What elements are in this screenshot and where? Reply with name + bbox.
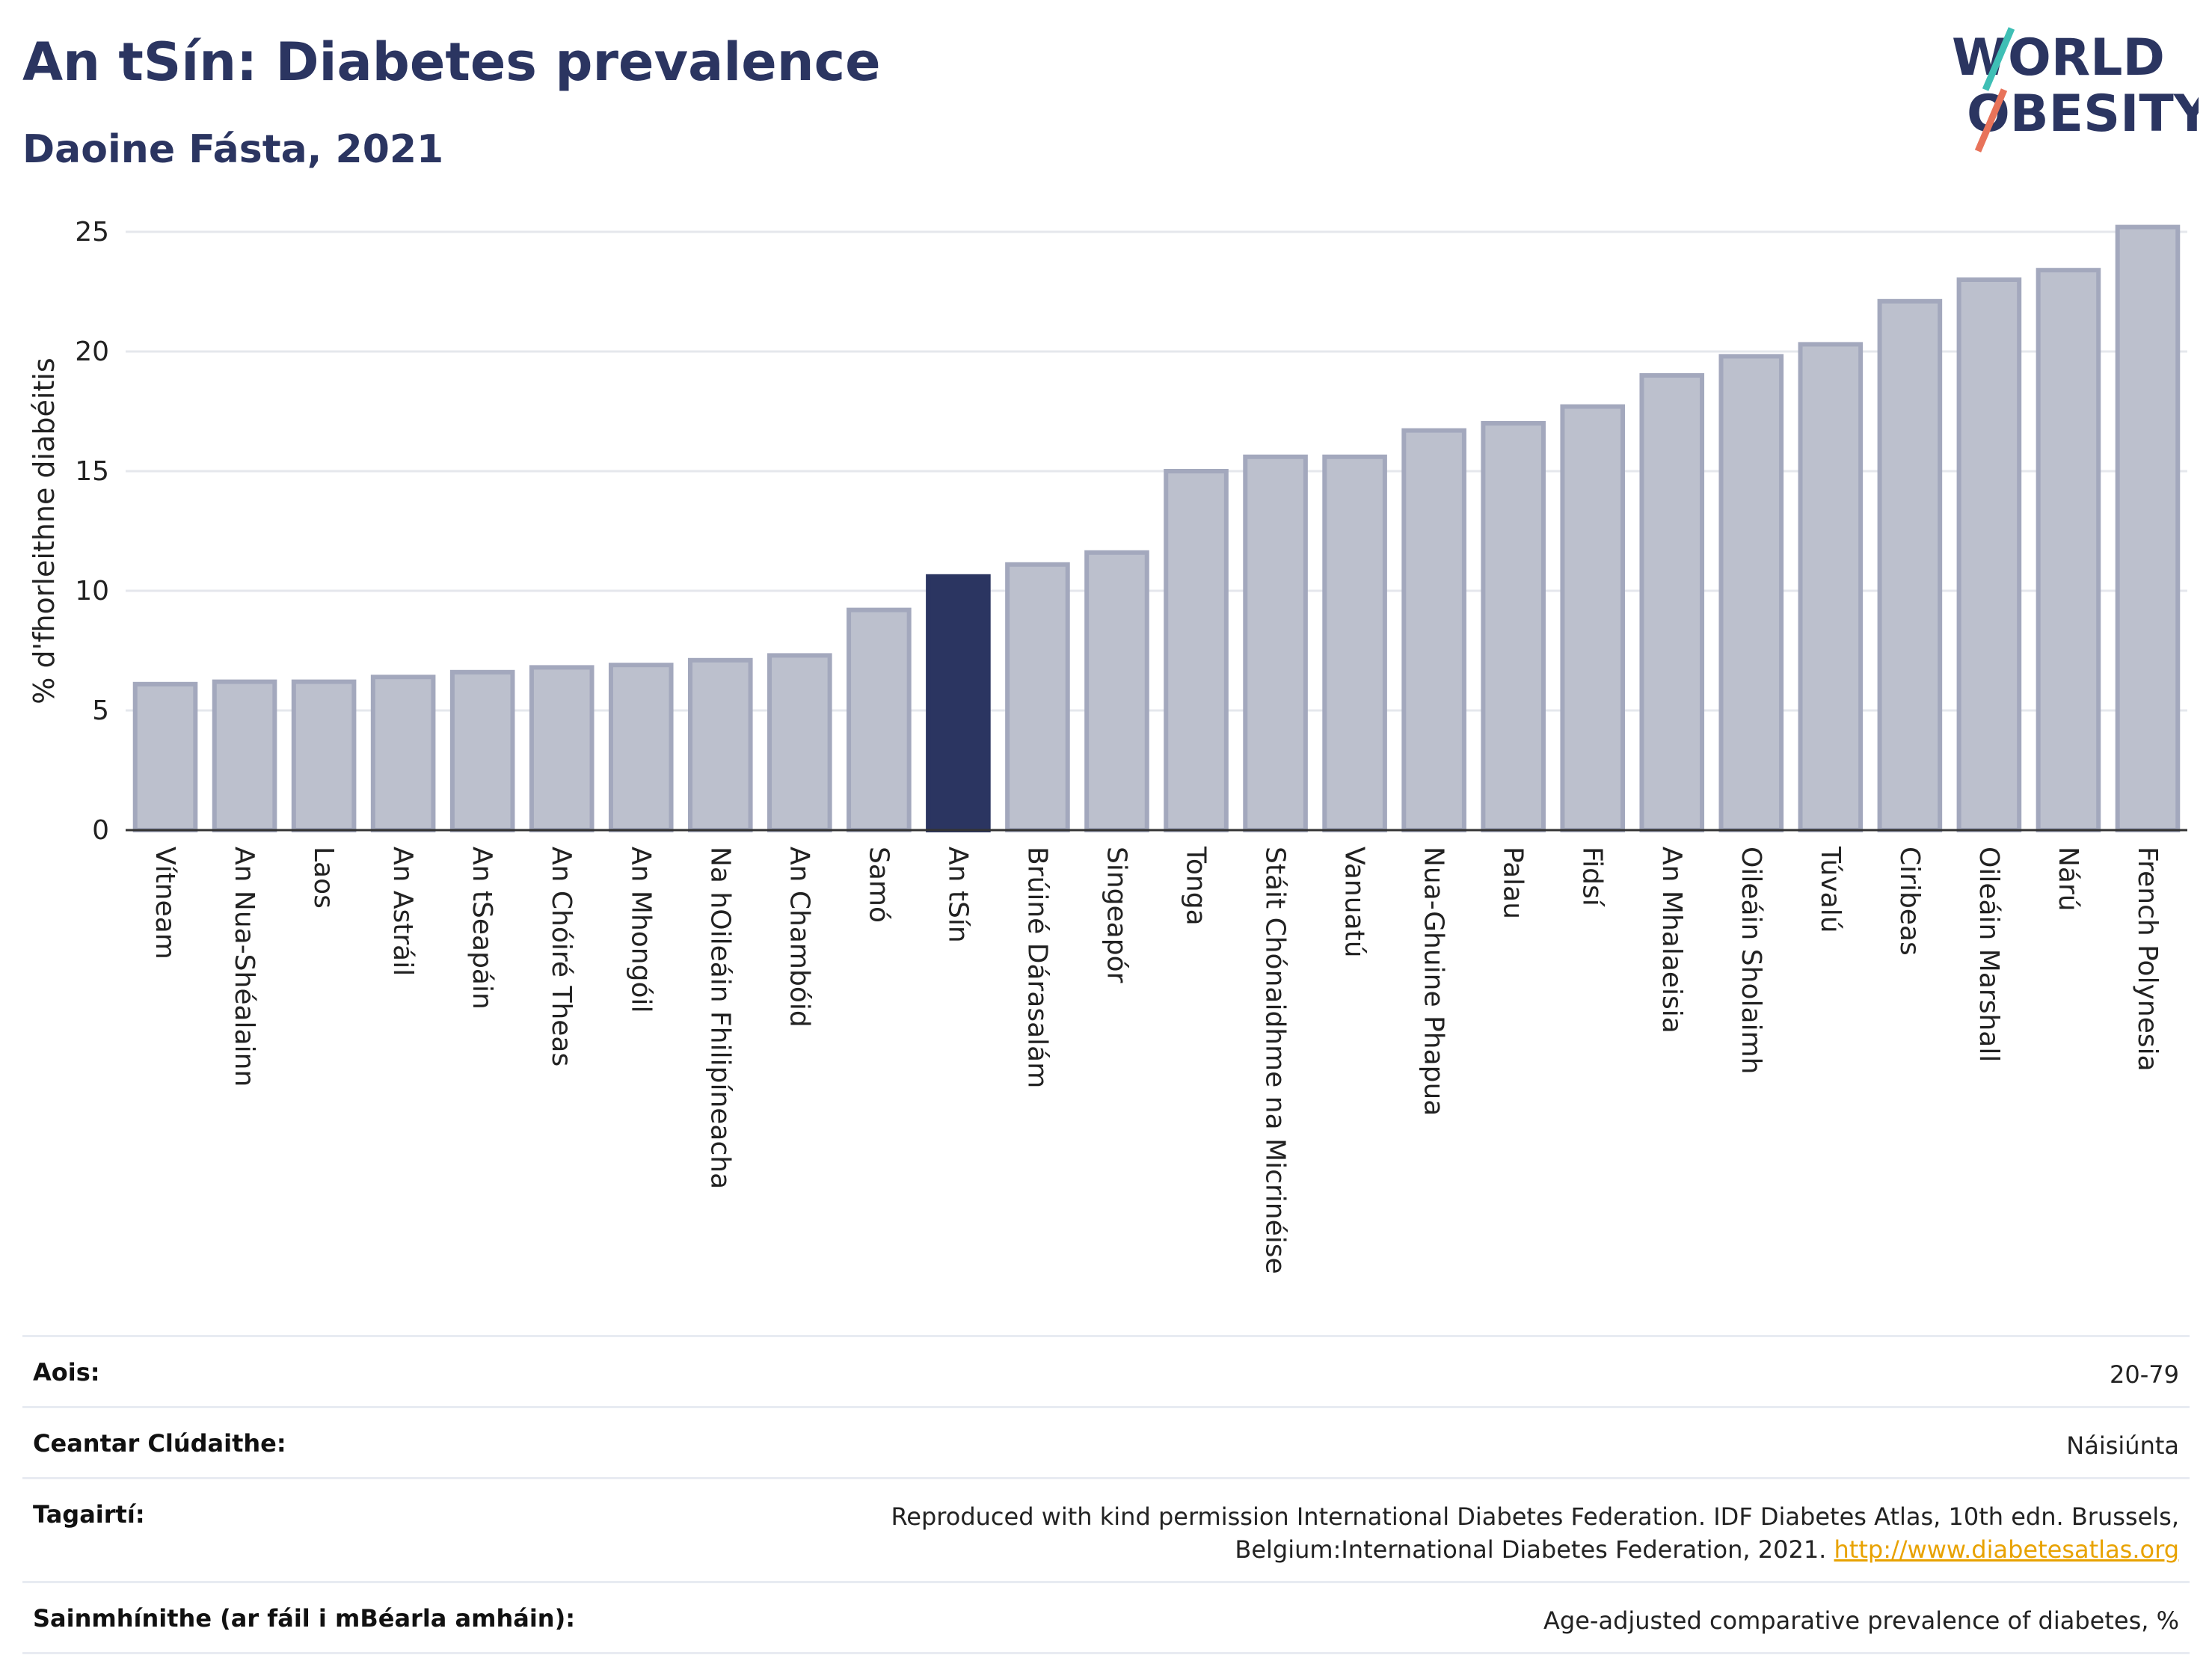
bar	[847, 607, 912, 832]
x-tick-label: An Mhongóil	[625, 847, 656, 1013]
bar	[1798, 342, 1864, 832]
x-tick-label: Brúiné Dárasalám	[1021, 847, 1052, 1088]
meta-key: Aois:	[33, 1358, 100, 1387]
bar	[1005, 562, 1070, 832]
bar	[1560, 404, 1626, 833]
bar	[2036, 268, 2101, 832]
x-tick-label: Ciribeas	[1894, 847, 1925, 956]
bar	[687, 657, 753, 832]
logo-slash-teal	[1982, 27, 2015, 91]
world-obesity-logo: WORLD OBESITY	[1952, 27, 2199, 153]
x-tick-label: Samó	[863, 847, 894, 923]
x-tick-label: Palau	[1498, 847, 1529, 919]
x-tick-label: An Chambóid	[784, 847, 814, 1028]
bar	[1401, 428, 1466, 833]
x-tick-label: Oileáin Marshall	[1973, 847, 2004, 1062]
meta-row-coverage: Ceantar Clúdaithe: Náisiúnta	[22, 1406, 2190, 1477]
y-tick-label: 15	[75, 456, 109, 487]
x-tick-label: Vanuatú	[1339, 847, 1370, 958]
bar	[291, 679, 357, 832]
bar-highlight	[926, 574, 991, 832]
bar	[1084, 550, 1149, 832]
meta-key: Tagairtí:	[33, 1500, 145, 1529]
x-tick-label: An Nua-Shéalainn	[229, 847, 259, 1087]
y-axis-label: % d'fhorleithne diabéitis	[28, 357, 61, 704]
bar	[132, 681, 198, 832]
x-tick-labels: Vítneam An Nua-Shéalainn Laos An Astráil An …	[150, 846, 2163, 1274]
x-tick-label: Nárú	[2053, 847, 2083, 912]
x-tick-label: Oileáin Sholaimh	[1736, 847, 1766, 1074]
bar	[1639, 373, 1705, 832]
x-tick-label: Túvalú	[1815, 846, 1846, 933]
meta-row-age: Aois: 20-79	[22, 1335, 2190, 1406]
x-tick-label: Nua-Ghuine Phapua	[1419, 847, 1449, 1116]
x-tick-label: Stáit Chónaidhme na Micrinéise	[1260, 847, 1291, 1274]
meta-key: Sainmhínithe (ar fáil i mBéarla amháin):	[33, 1604, 575, 1633]
bar	[1877, 298, 1943, 833]
page-subtitle: Daoine Fásta, 2021	[22, 127, 444, 172]
meta-key: Ceantar Clúdaithe:	[33, 1429, 286, 1458]
meta-value-wrap: Reproduced with kind permission Internat…	[683, 1500, 2180, 1566]
meta-row-references: Tagairtí: Reproduced with kind permissio…	[22, 1477, 2190, 1581]
bars	[132, 224, 2181, 833]
bar	[767, 653, 832, 833]
x-tick-label: An Chóiré Theas	[546, 847, 577, 1066]
y-tick-label: 10	[75, 576, 109, 607]
x-tick-label: An tSín	[942, 847, 973, 943]
x-tick-label: Tonga	[1181, 846, 1211, 926]
bar	[1956, 277, 2022, 832]
bar	[212, 679, 277, 832]
x-tick-label: Laos	[308, 847, 339, 909]
meta-value: 20-79	[2110, 1360, 2179, 1389]
bar	[1481, 421, 1546, 832]
bar	[449, 669, 515, 832]
meta-value: Reproduced with kind permission Internat…	[891, 1502, 2180, 1564]
x-tick-label: French Polynesia	[2132, 847, 2163, 1072]
x-tick-label: An Mhalaeisia	[1656, 847, 1687, 1034]
logo-slash-coral	[1974, 88, 2008, 153]
meta-row-definitions: Sainmhínithe (ar fáil i mBéarla amháin):…	[22, 1581, 2190, 1654]
bar	[1322, 454, 1387, 832]
meta-value: Náisiúnta	[2066, 1431, 2179, 1460]
x-tick-label: Na hOileáin Fhilipíneacha	[704, 847, 735, 1189]
x-tick-label: An tSeapáin	[467, 847, 497, 1010]
x-tick-label: Vítneam	[150, 847, 180, 959]
bar	[1718, 354, 1784, 832]
diabetes-atlas-link[interactable]: http://www.diabetesatlas.org	[1834, 1535, 2179, 1564]
bar-chart: 0 5 10 15 20 25 Vítneam An Nua-Shéalainn Laos An…	[28, 217, 2187, 1274]
page-title: An tSín: Diabetes prevalence	[22, 31, 881, 93]
bar	[1243, 454, 1308, 832]
y-tick-label: 5	[92, 696, 109, 726]
x-tick-label: Singeapór	[1101, 847, 1131, 983]
y-tick-label: 0	[92, 815, 109, 846]
bar	[608, 663, 674, 833]
x-tick-label: An Astráil	[387, 847, 418, 976]
bar	[1164, 469, 1229, 832]
bar	[370, 675, 436, 833]
meta-value: Age-adjusted comparative prevalence of d…	[1543, 1606, 2179, 1635]
x-tick-label: Fidsí	[1577, 847, 1608, 907]
y-tick-label: 25	[75, 217, 109, 248]
bar	[2115, 224, 2181, 833]
logo-line1: WORLD	[1952, 28, 2165, 87]
y-tick-labels: 0 5 10 15 20 25	[75, 217, 109, 846]
y-tick-label: 20	[75, 337, 109, 367]
metadata-table: Aois: 20-79 Ceantar Clúdaithe: Náisiúnta…	[22, 1335, 2190, 1654]
bar	[529, 665, 595, 833]
